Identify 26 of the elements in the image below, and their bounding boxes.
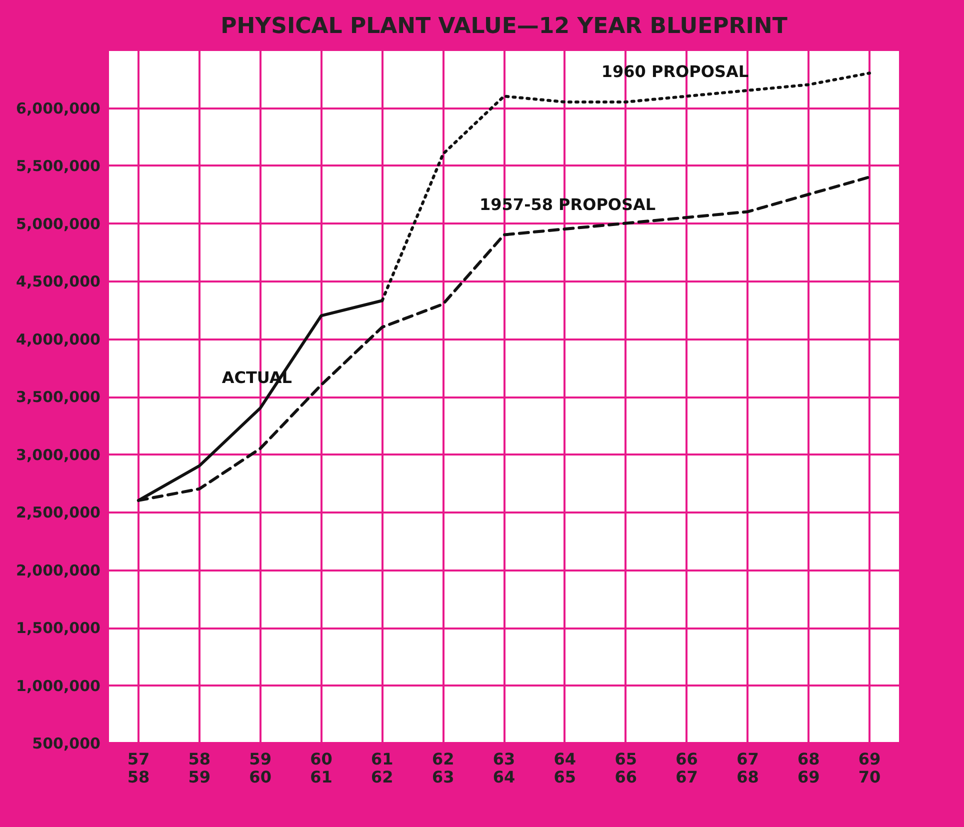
x-tick-label: 63 64 (492, 750, 516, 786)
x-tick-label: 67 68 (736, 750, 759, 786)
y-tick-label: 5,500,000 (16, 157, 100, 175)
x-tick-label: 62 63 (432, 750, 454, 786)
x-tick-label: 68 69 (797, 750, 820, 786)
y-tick-label: 4,500,000 (16, 272, 100, 290)
x-tick-label: 58 59 (188, 750, 211, 786)
y-tick-label: 5,000,000 (16, 214, 100, 233)
y-tick-label: 6,000,000 (16, 99, 100, 118)
x-tick-label: 59 60 (249, 750, 272, 786)
y-tick-label: 3,000,000 (16, 446, 100, 464)
x-tick-label: 64 65 (554, 750, 576, 786)
y-tick-label: 2,000,000 (16, 561, 100, 580)
x-tick-label: 61 62 (371, 750, 394, 786)
x-tick-label: 66 67 (676, 750, 698, 786)
x-tick-label: 65 66 (614, 750, 637, 786)
y-tick-label: 1,000,000 (16, 676, 100, 695)
y-tick-label: 3,500,000 (16, 388, 100, 406)
y-tick-label: 2,500,000 (16, 504, 100, 522)
x-tick-label: 69 70 (858, 750, 881, 786)
chart-title: PHYSICAL PLANT VALUE—12 YEAR BLUEPRINT (220, 14, 788, 39)
y-tick-label: 1,500,000 (16, 619, 100, 637)
x-tick-label: 60 61 (310, 750, 332, 786)
x-tick-label: 57 58 (127, 750, 150, 786)
y-tick-label: 4,000,000 (16, 330, 100, 348)
y-tick-label: 500,000 (32, 734, 100, 752)
